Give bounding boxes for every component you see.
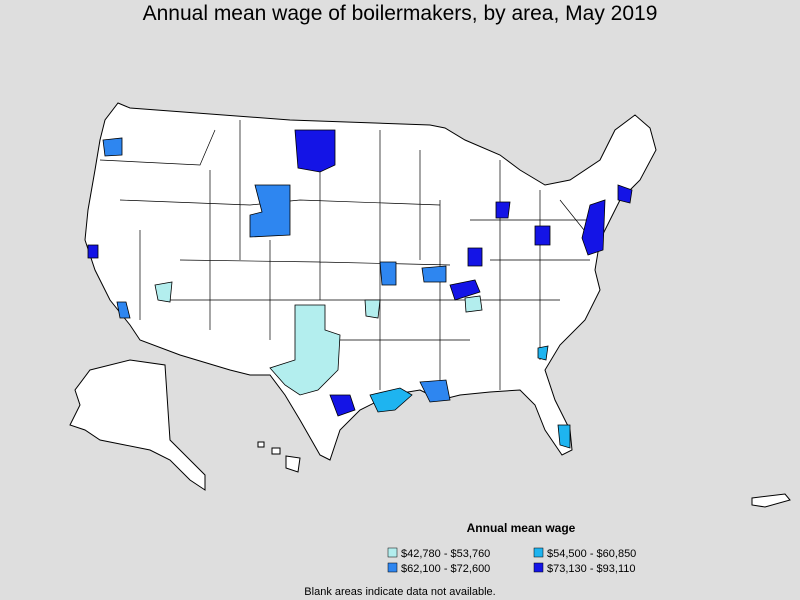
area-nevada: [154, 281, 173, 303]
puerto-rico: [751, 493, 791, 508]
alaska: [69, 359, 206, 491]
area-bay-area: [87, 244, 99, 259]
map-title: Annual mean wage of boilermakers, by are…: [143, 2, 658, 25]
area-houston: [329, 394, 356, 417]
area-kansas: [379, 261, 397, 286]
area-louisiana: [419, 379, 451, 403]
area-wyoming: [249, 184, 291, 238]
area-illinois: [421, 265, 447, 283]
contiguous-us: [84, 102, 657, 461]
area-indiana: [467, 247, 483, 267]
area-gulf-coast: [369, 387, 413, 413]
map: [69, 102, 791, 508]
area-michigan: [495, 201, 511, 219]
legend-label: $54,500 - $60,850: [547, 548, 636, 560]
legend-swatch: [533, 562, 544, 573]
area-oklahoma: [364, 299, 381, 319]
footnote: Blank areas indicate data not available.: [304, 586, 495, 598]
area-tennessee: [464, 295, 483, 313]
area-northeast: [581, 199, 606, 256]
legend-title: Annual mean wage: [467, 521, 576, 535]
area-carolina: [537, 345, 549, 361]
area-boston: [617, 184, 633, 204]
legend-swatch: [387, 547, 398, 558]
area-borders: [99, 120, 601, 390]
legend-swatch: [533, 547, 544, 558]
legend-label: $42,780 - $53,760: [401, 548, 490, 560]
area-kentucky: [449, 279, 481, 301]
hawaii: [257, 441, 301, 473]
area-oregon: [102, 137, 123, 157]
legend-label: $73,130 - $93,110: [547, 563, 635, 575]
legend-label: $62,100 - $72,600: [401, 563, 490, 575]
area-florida: [557, 424, 571, 449]
area-ohio: [534, 225, 551, 246]
area-north-dakota: [294, 129, 336, 173]
area-socal: [116, 301, 131, 319]
legend: $42,780 - $53,760 $54,500 - $60,850 $62,…: [387, 547, 636, 575]
legend-swatch: [387, 562, 398, 573]
area-west-texas: [269, 304, 341, 396]
